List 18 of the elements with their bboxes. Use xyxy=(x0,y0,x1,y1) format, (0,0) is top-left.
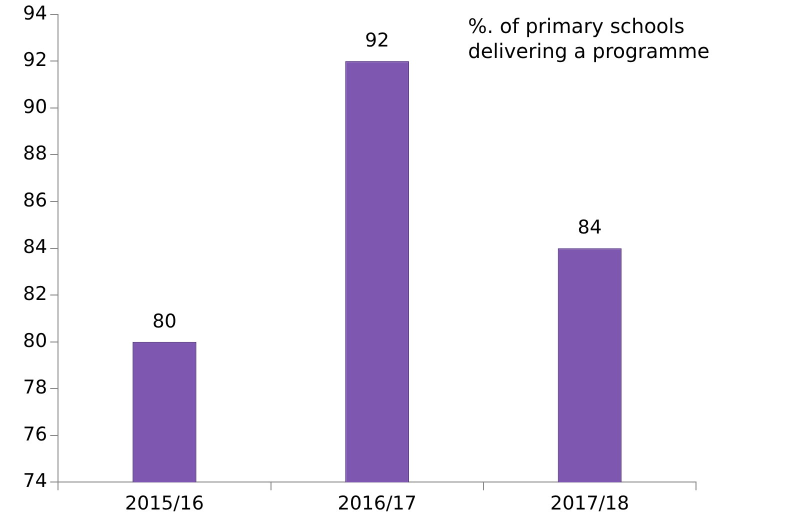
x-tick-label: 2015/16 xyxy=(125,492,204,515)
y-tick-label: 90 xyxy=(22,96,48,118)
data-label: 92 xyxy=(364,30,390,52)
y-tick-label: 78 xyxy=(22,376,48,399)
y-tick-label: 86 xyxy=(22,189,48,212)
text: %. of primary schools delivering a programme xyxy=(468,14,711,64)
x-tick-label: 2017/18 xyxy=(550,492,630,515)
y-tick-label: 94 xyxy=(22,2,48,24)
y-tick-label: 74 xyxy=(22,470,48,492)
x-tick-label: 2016/17 xyxy=(338,492,417,515)
y-tick-label: 80 xyxy=(22,330,48,352)
y-tick-label: 76 xyxy=(22,423,48,446)
y-tick-label: 88 xyxy=(22,142,48,165)
y-tick-label: 82 xyxy=(22,283,48,306)
data-label: 80 xyxy=(152,310,177,332)
y-tick-label: 92 xyxy=(22,49,48,72)
data-label: 84 xyxy=(578,216,602,239)
y-tick-label: 84 xyxy=(22,236,48,258)
